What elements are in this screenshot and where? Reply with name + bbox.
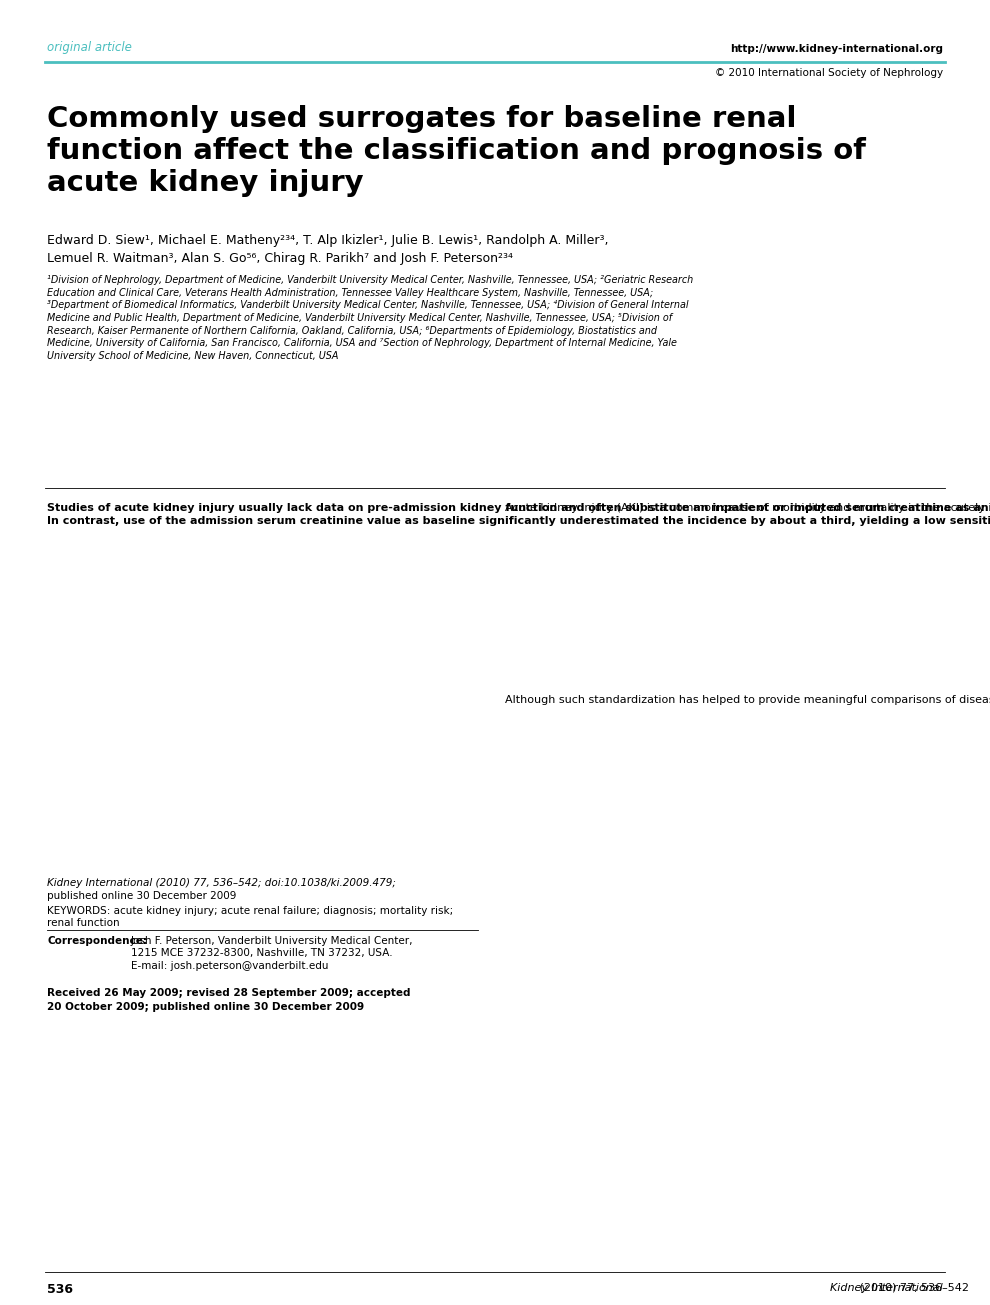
Text: (2010) 77, 536–542: (2010) 77, 536–542 xyxy=(856,1283,969,1293)
Text: 20 October 2009; published online 30 December 2009: 20 October 2009; published online 30 Dec… xyxy=(47,1002,364,1011)
Text: 536: 536 xyxy=(47,1283,73,1296)
Text: Studies of acute kidney injury usually lack data on pre-admission kidney functio: Studies of acute kidney injury usually l… xyxy=(47,502,990,526)
Text: Lemuel R. Waitman³, Alan S. Go⁵⁶, Chirag R. Parikh⁷ and Josh F. Peterson²³⁴: Lemuel R. Waitman³, Alan S. Go⁵⁶, Chirag… xyxy=(47,252,513,265)
Text: Josh F. Peterson, Vanderbilt University Medical Center,
1215 MCE 37232-8300, Nas: Josh F. Peterson, Vanderbilt University … xyxy=(131,936,414,971)
Text: published online 30 December 2009: published online 30 December 2009 xyxy=(47,891,237,900)
Text: Kidney International (2010) 77, 536–542; doi:10.1038/ki.2009.479;: Kidney International (2010) 77, 536–542;… xyxy=(47,878,396,887)
Text: © 2010 International Society of Nephrology: © 2010 International Society of Nephrolo… xyxy=(715,68,943,78)
Text: Received 26 May 2009; revised 28 September 2009; accepted: Received 26 May 2009; revised 28 Septemb… xyxy=(47,988,411,998)
Text: Commonly used surrogates for baseline renal
function affect the classification a: Commonly used surrogates for baseline re… xyxy=(47,104,866,197)
Text: Acute kidney injury (AKI) is a common cause of morbidity and mortality in the ac: Acute kidney injury (AKI) is a common ca… xyxy=(505,502,990,513)
Text: Edward D. Siew¹, Michael E. Matheny²³⁴, T. Alp Ikizler¹, Julie B. Lewis¹, Randol: Edward D. Siew¹, Michael E. Matheny²³⁴, … xyxy=(47,234,609,247)
Text: Although such standardization has helped to provide meaningful comparisons of di: Although such standardization has helped… xyxy=(505,696,990,705)
Text: ¹Division of Nephrology, Department of Medicine, Vanderbilt University Medical C: ¹Division of Nephrology, Department of M… xyxy=(47,275,693,361)
Text: http://www.kidney-international.org: http://www.kidney-international.org xyxy=(730,44,943,54)
Text: Correspondence:: Correspondence: xyxy=(47,936,147,946)
Text: original article: original article xyxy=(47,40,132,54)
Text: KEYWORDS: acute kidney injury; acute renal failure; diagnosis; mortality risk;
r: KEYWORDS: acute kidney injury; acute ren… xyxy=(47,906,453,928)
Text: Kidney International: Kidney International xyxy=(831,1283,943,1293)
